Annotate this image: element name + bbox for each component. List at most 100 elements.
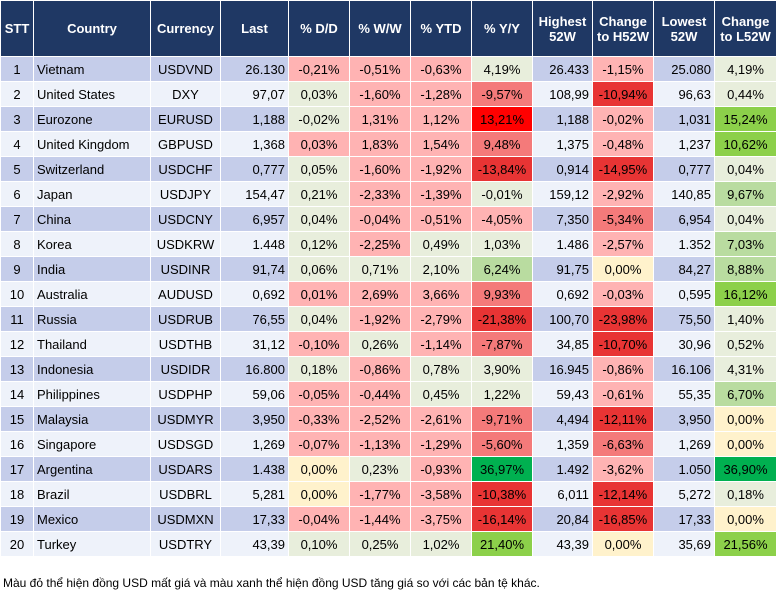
cell-currency: USDJPY <box>150 181 221 207</box>
cell-ww: -1,77% <box>349 481 411 507</box>
cell-change-h52w: -0,03% <box>592 281 654 307</box>
cell-stt: 8 <box>0 231 34 257</box>
cell-ytd: 0,78% <box>410 356 472 382</box>
cell-change-h52w: -10,94% <box>592 81 654 107</box>
cell-stt: 17 <box>0 456 34 482</box>
cell-change-h52w: -10,70% <box>592 331 654 357</box>
cell-stt: 11 <box>0 306 34 332</box>
cell-currency: USDVND <box>150 56 221 82</box>
cell-change-l52w: 0,18% <box>714 481 777 507</box>
cell-high52w: 6,011 <box>532 481 593 507</box>
cell-ww: -1,13% <box>349 431 411 457</box>
cell-stt: 16 <box>0 431 34 457</box>
cell-country: Australia <box>33 281 151 307</box>
table-row: 10 Australia AUDUSD 0,692 0,01% 2,69% 3,66% 9,9… <box>0 281 777 307</box>
table-row: 1 Vietnam USDVND 26.130 -0,21% -0,51% -0,63% 4,… <box>0 56 777 82</box>
cell-country: Thailand <box>33 331 151 357</box>
cell-dd: -0,07% <box>288 431 350 457</box>
cell-high52w: 0,914 <box>532 156 593 182</box>
cell-change-h52w: -0,02% <box>592 106 654 132</box>
cell-high52w: 20,84 <box>532 506 593 532</box>
cell-last: 16.800 <box>220 356 289 382</box>
cell-stt: 20 <box>0 531 34 557</box>
footer-note: Màu đỏ thể hiện đồng USD mất giá và màu … <box>3 576 540 590</box>
cell-low52w: 1,237 <box>653 131 715 157</box>
cell-high52w: 7,350 <box>532 206 593 232</box>
table-row: 12 Thailand USDTHB 31,12 -0,10% 0,26% -1,14% -7… <box>0 331 777 357</box>
cell-change-h52w: -12,11% <box>592 406 654 432</box>
cell-low52w: 96,63 <box>653 81 715 107</box>
table-row: 4 United Kingdom GBPUSD 1,368 0,03% 1,83% 1,54… <box>0 131 777 157</box>
table-row: 20 Turkey USDTRY 43,39 0,10% 0,25% 1,02% 21,40%… <box>0 531 777 557</box>
table-row: 7 China USDCNY 6,957 0,04% -0,04% -0,51% -4,05%… <box>0 206 777 232</box>
cell-yy: -21,38% <box>471 306 533 332</box>
cell-last: 3,950 <box>220 406 289 432</box>
cell-ytd: 0,49% <box>410 231 472 257</box>
cell-change-l52w: 21,56% <box>714 531 777 557</box>
cell-dd: 0,01% <box>288 281 350 307</box>
cell-currency: USDCNY <box>150 206 221 232</box>
header-currency: Currency <box>150 0 221 57</box>
cell-change-h52w: -16,85% <box>592 506 654 532</box>
cell-country: Korea <box>33 231 151 257</box>
cell-last: 59,06 <box>220 381 289 407</box>
cell-stt: 1 <box>0 56 34 82</box>
cell-low52w: 16.106 <box>653 356 715 382</box>
cell-low52w: 140,85 <box>653 181 715 207</box>
table-row: 15 Malaysia USDMYR 3,950 -0,33% -2,52% -2,61% -… <box>0 406 777 432</box>
cell-yy: 6,24% <box>471 256 533 282</box>
cell-dd: 0,03% <box>288 81 350 107</box>
cell-ww: 1,31% <box>349 106 411 132</box>
cell-stt: 19 <box>0 506 34 532</box>
cell-dd: 0,04% <box>288 206 350 232</box>
cell-yy: 36,97% <box>471 456 533 482</box>
cell-country: Brazil <box>33 481 151 507</box>
cell-yy: 4,19% <box>471 56 533 82</box>
cell-low52w: 5,272 <box>653 481 715 507</box>
table-row: 6 Japan USDJPY 154,47 0,21% -2,33% -1,39% -0,01… <box>0 181 777 207</box>
cell-change-l52w: 0,00% <box>714 506 777 532</box>
cell-yy: 1,03% <box>471 231 533 257</box>
cell-ww: -2,25% <box>349 231 411 257</box>
cell-high52w: 43,39 <box>532 531 593 557</box>
cell-stt: 9 <box>0 256 34 282</box>
cell-last: 76,55 <box>220 306 289 332</box>
cell-dd: 0,03% <box>288 131 350 157</box>
table-row: 3 Eurozone EURUSD 1,188 -0,02% 1,31% 1,12% 13,2… <box>0 106 777 132</box>
cell-low52w: 1.050 <box>653 456 715 482</box>
cell-dd: 0,10% <box>288 531 350 557</box>
cell-ytd: -2,79% <box>410 306 472 332</box>
cell-ytd: -2,61% <box>410 406 472 432</box>
cell-high52w: 108,99 <box>532 81 593 107</box>
cell-stt: 13 <box>0 356 34 382</box>
cell-last: 1,188 <box>220 106 289 132</box>
cell-ww: -1,44% <box>349 506 411 532</box>
cell-country: Switzerland <box>33 156 151 182</box>
cell-ytd: -0,51% <box>410 206 472 232</box>
cell-stt: 3 <box>0 106 34 132</box>
cell-low52w: 1.352 <box>653 231 715 257</box>
cell-change-h52w: -0,86% <box>592 356 654 382</box>
cell-last: 26.130 <box>220 56 289 82</box>
cell-yy: -9,71% <box>471 406 533 432</box>
cell-high52w: 1,375 <box>532 131 593 157</box>
cell-stt: 5 <box>0 156 34 182</box>
cell-currency: USDMYR <box>150 406 221 432</box>
cell-currency: USDINR <box>150 256 221 282</box>
cell-yy: 3,90% <box>471 356 533 382</box>
cell-change-l52w: 9,67% <box>714 181 777 207</box>
table-row: 8 Korea USDKRW 1.448 0,12% -2,25% 0,49% 1,03% 1.… <box>0 231 777 257</box>
table-row: 5 Switzerland USDCHF 0,777 0,05% -1,60% -1,92%… <box>0 156 777 182</box>
cell-yy: 9,48% <box>471 131 533 157</box>
header-yy: % Y/Y <box>471 0 533 57</box>
cell-high52w: 1.486 <box>532 231 593 257</box>
cell-ww: -0,51% <box>349 56 411 82</box>
cell-yy: -16,14% <box>471 506 533 532</box>
cell-low52w: 35,69 <box>653 531 715 557</box>
cell-change-h52w: -12,14% <box>592 481 654 507</box>
cell-high52w: 159,12 <box>532 181 593 207</box>
cell-stt: 10 <box>0 281 34 307</box>
cell-ytd: -1,39% <box>410 181 472 207</box>
cell-currency: EURUSD <box>150 106 221 132</box>
cell-ytd: 2,10% <box>410 256 472 282</box>
